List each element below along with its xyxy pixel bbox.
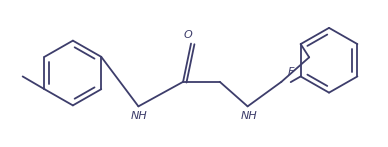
Text: NH: NH [240, 111, 257, 121]
Text: NH: NH [131, 111, 148, 121]
Text: F: F [288, 67, 294, 77]
Text: O: O [184, 30, 192, 40]
